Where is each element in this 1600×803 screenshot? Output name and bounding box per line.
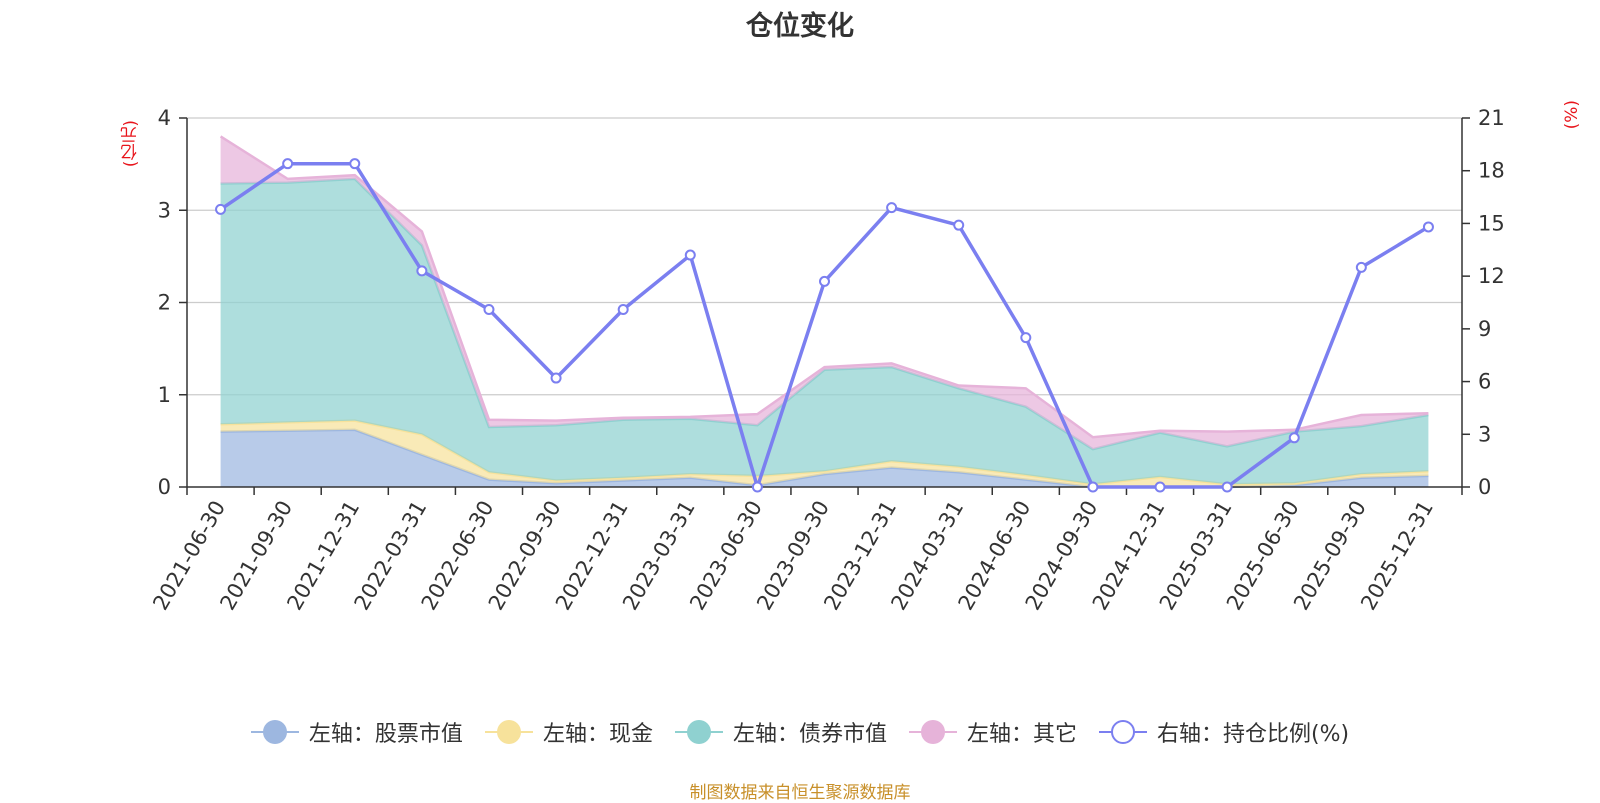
area-edge-other (219, 135, 1429, 439)
ratio-point (953, 219, 965, 231)
ratio-point (617, 304, 629, 316)
ratio-point (819, 275, 830, 287)
legend-bond-marker (674, 720, 723, 744)
ratio-point (349, 158, 361, 170)
legend-item-other[interactable]: 左轴：其它 (908, 716, 1077, 748)
ratio-point (1154, 481, 1166, 493)
chart-title: 仓位变化 (746, 11, 854, 42)
ratio-point (1288, 432, 1300, 444)
legend-cash-label: 左轴：现金 (542, 722, 653, 747)
legend-other-label: 左轴：其它 (966, 722, 1077, 747)
ratio-point (1087, 481, 1099, 493)
right-tick-label: 12 (1478, 264, 1505, 288)
legend-ratio-marker (1098, 720, 1147, 744)
area-stock (220, 429, 1429, 487)
left-tick-label: 2 (158, 291, 171, 315)
ratio-point (416, 265, 428, 277)
right-tick-label: 21 (1478, 106, 1505, 130)
legend-ratio-label: 右轴：持仓比例(%) (1156, 722, 1350, 747)
left-tick-label: 1 (158, 383, 171, 407)
ratio-point (282, 158, 294, 170)
legend-stock-label: 左轴：股票市值 (308, 722, 463, 747)
right-tick-label: 3 (1478, 422, 1491, 446)
legend-item-stock[interactable]: 左轴：股票市值 (250, 716, 463, 748)
legend-item-cash[interactable]: 左轴：现金 (484, 716, 653, 748)
legend-item-ratio[interactable]: 右轴：持仓比例(%) (1098, 716, 1350, 748)
ratio-point (215, 203, 227, 215)
x-tick-label: 2025-12-31 (1356, 497, 1438, 615)
right-tick-label: 9 (1478, 317, 1491, 341)
ratio-point (483, 304, 495, 316)
legend: 左轴：股票市值 左轴：现金 左轴：债券市值 左轴：其它 右轴：持仓比例(%) (0, 716, 1600, 748)
left-tick-label: 4 (158, 106, 171, 130)
right-tick-label: 0 (1478, 475, 1491, 499)
ratio-point (1020, 332, 1032, 344)
ratio-point (886, 202, 898, 214)
left-tick-label: 0 (158, 475, 171, 499)
legend-cash-marker (484, 720, 533, 744)
right-tick-label: 15 (1478, 211, 1505, 235)
legend-item-bond[interactable]: 左轴：债券市值 (674, 716, 887, 748)
area-cash (220, 420, 1429, 487)
data-source-footer: 制图数据来自恒生聚源数据库 (689, 783, 911, 803)
area-series (219, 135, 1429, 489)
ratio-point (1355, 261, 1367, 273)
right-tick-label: 18 (1478, 159, 1505, 183)
left-axis-unit: (亿元) (121, 120, 141, 168)
right-tick-label: 6 (1478, 370, 1491, 394)
ratio-point (1422, 221, 1434, 233)
ratio-point (1221, 481, 1233, 493)
ratio-point (751, 481, 763, 493)
legend-stock-marker (250, 720, 299, 744)
ratio-line-series (215, 158, 1434, 493)
area-bond (220, 178, 1429, 485)
legend-bond-label: 左轴：债券市值 (732, 722, 887, 747)
ratio-point (550, 372, 562, 384)
right-axis-unit: (%) (1562, 100, 1582, 130)
legend-other-marker (908, 720, 957, 744)
left-tick-label: 3 (158, 198, 171, 222)
ratio-point (684, 249, 696, 261)
